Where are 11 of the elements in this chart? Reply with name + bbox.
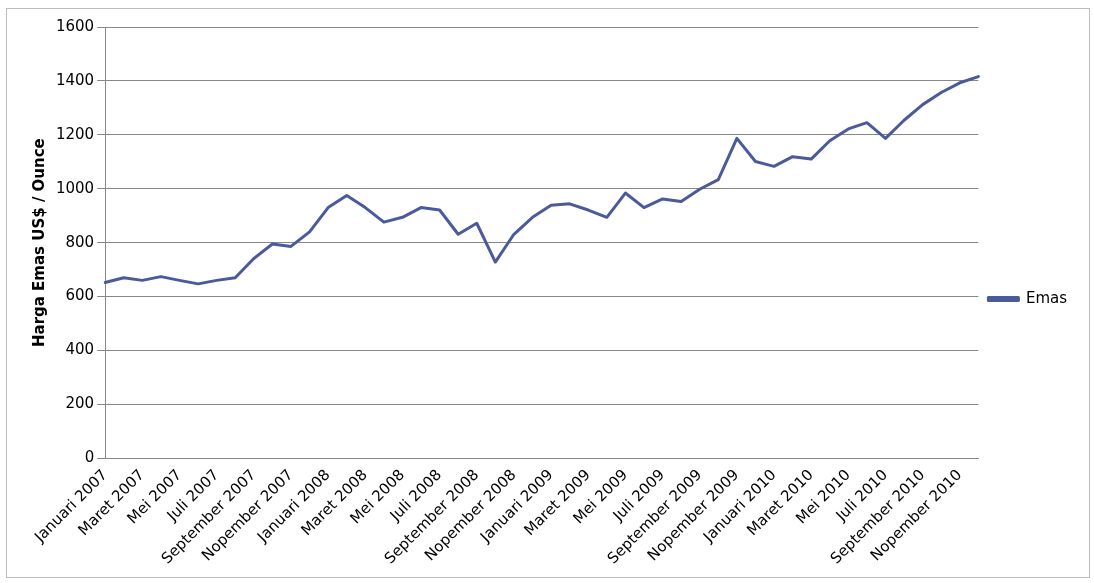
y-tick-label: 1600 — [55, 16, 95, 35]
y-tick-label: 600 — [65, 286, 95, 305]
legend-label: Emas — [1025, 288, 1068, 307]
y-axis-title: Harga Emas US$ / Ounce — [29, 138, 48, 348]
y-tick-label: 1000 — [55, 178, 95, 197]
y-tick-label: 1200 — [55, 124, 95, 143]
y-tick-label: 400 — [65, 340, 95, 359]
y-tick-label: 800 — [65, 232, 95, 251]
y-tick-label: 200 — [65, 394, 95, 413]
y-tick-label: 1400 — [55, 70, 95, 89]
y-tick-label: 0 — [84, 448, 95, 467]
